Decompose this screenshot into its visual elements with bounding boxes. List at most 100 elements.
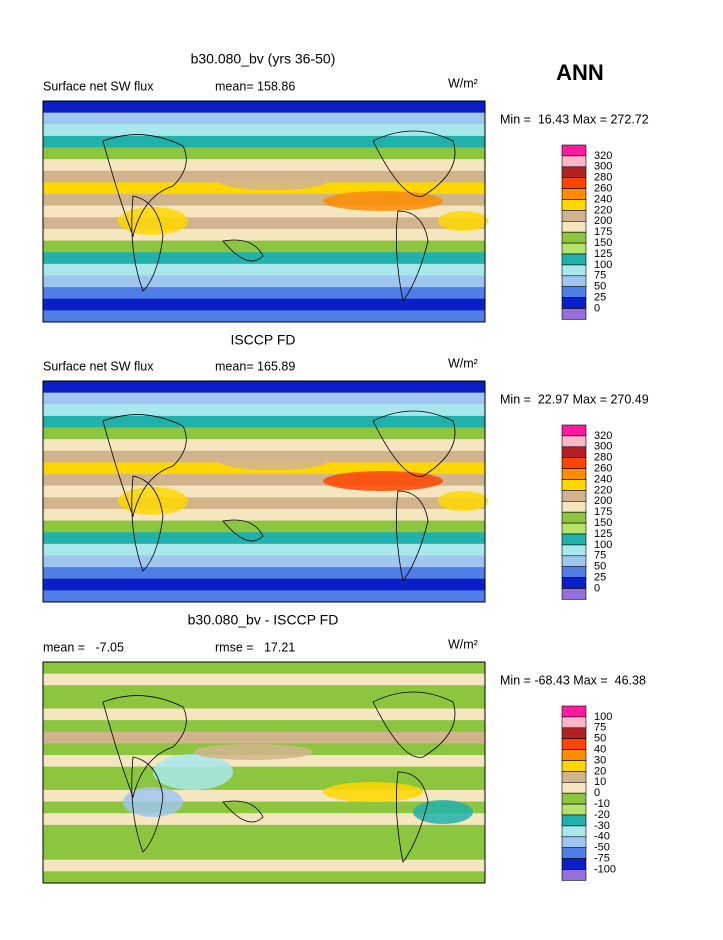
colorbar-label: 25: [594, 292, 606, 304]
map-band: [43, 298, 485, 311]
map-blob: [323, 471, 443, 491]
colorbar-label: -30: [594, 820, 610, 832]
colorbar-label: 260: [594, 183, 612, 195]
map-frame: [42, 661, 486, 884]
colorbar-box: [561, 522, 587, 535]
panel-stat-label: rmse = 17.21: [215, 640, 295, 654]
colorbar-label: -10: [594, 798, 610, 810]
coastline: [395, 490, 429, 582]
colorbar-label: 75: [594, 722, 606, 734]
panel-range: Min = -68.43 Max = 46.38: [500, 673, 646, 687]
map-band: [43, 731, 485, 744]
map-band: [43, 287, 485, 300]
coastline: [131, 756, 164, 853]
panel-units: W/m²: [448, 76, 478, 90]
colorbar-box: [561, 468, 587, 480]
map-band: [43, 766, 485, 779]
colorbar-box: [561, 210, 587, 222]
map-band: [43, 520, 485, 533]
map-band: [43, 590, 485, 603]
panel-units: W/m²: [448, 356, 478, 370]
colorbar-label: 150: [594, 517, 612, 529]
map-band: [43, 415, 485, 429]
map-blob: [123, 787, 183, 817]
colorbar-box: [561, 199, 587, 211]
colorbar-box: [561, 825, 587, 838]
colorbar-box: [561, 177, 587, 189]
map-band: [43, 508, 485, 522]
colorbar-box: [561, 242, 587, 255]
colorbar-label: 20: [594, 765, 606, 777]
colorbar-box: [561, 738, 587, 750]
map-band: [43, 685, 485, 698]
colorbar-box: [561, 858, 587, 870]
map: [43, 662, 485, 884]
colorbar-box: [561, 144, 587, 157]
colorbar-label: -20: [594, 809, 610, 821]
map-band: [43, 720, 485, 733]
colorbar-box: [561, 814, 587, 827]
colorbar-label: 200: [594, 215, 612, 227]
map-blob: [218, 452, 328, 470]
panel-range: Min = 16.43 Max = 272.72: [500, 112, 649, 126]
colorbar-box: [561, 771, 587, 783]
coastline: [222, 239, 264, 262]
colorbar-box: [561, 792, 587, 805]
colorbar-box: [561, 221, 587, 233]
map-band: [43, 859, 485, 872]
coastline: [131, 475, 164, 572]
map-band: [43, 555, 485, 568]
map-frame: [42, 380, 486, 603]
map-band: [43, 275, 485, 288]
coastline: [102, 134, 187, 238]
map-band: [43, 228, 485, 242]
map-band: [43, 439, 485, 452]
map-blob: [323, 782, 423, 802]
colorbar-box: [561, 577, 587, 589]
map-frame: [42, 100, 486, 323]
colorbar-label: 240: [594, 193, 612, 205]
map-band: [43, 824, 485, 837]
coastline: [222, 519, 264, 542]
map-blob: [438, 211, 488, 231]
panel-stat-label: mean= 158.86: [215, 79, 295, 93]
colorbar-label: 200: [594, 495, 612, 507]
colorbar-label: 50: [594, 561, 606, 573]
map-band: [43, 567, 485, 580]
map-band: [43, 871, 485, 884]
panel-left-label: Surface net SW flux: [43, 79, 154, 93]
map-band: [43, 101, 485, 114]
colorbar-label: 10: [594, 776, 606, 788]
map-band: [43, 427, 485, 440]
colorbar-label: 50: [594, 281, 606, 293]
colorbar-box: [561, 588, 587, 600]
map-band: [43, 404, 485, 417]
colorbar-box: [561, 264, 587, 277]
coastline: [395, 210, 429, 302]
colorbar-label: 0: [594, 582, 600, 594]
colorbar-label: 100: [594, 711, 612, 723]
colorbar-box: [561, 231, 587, 244]
colorbar-label: -100: [594, 863, 616, 875]
colorbar-box: [561, 188, 587, 200]
panel-title: ISCCP FD: [230, 332, 295, 348]
colorbar-box: [561, 286, 587, 298]
colorbar-label: 25: [594, 572, 606, 584]
map-band: [43, 240, 485, 253]
colorbar-box: [561, 308, 587, 320]
coastline: [372, 691, 456, 758]
map-blob: [118, 207, 188, 235]
colorbar-box: [561, 803, 587, 816]
colorbar-label: 150: [594, 237, 612, 249]
map-band: [43, 124, 485, 137]
colorbar-label: 75: [594, 550, 606, 562]
colorbar-box: [561, 457, 587, 469]
colorbar-label: 220: [594, 484, 612, 496]
map-band: [43, 159, 485, 172]
map-band: [43, 310, 485, 323]
colorbar-label: 40: [594, 744, 606, 756]
colorbar-box: [561, 511, 587, 524]
coastline: [372, 130, 456, 197]
colorbar-box: [561, 166, 587, 179]
map-blob: [153, 754, 233, 790]
